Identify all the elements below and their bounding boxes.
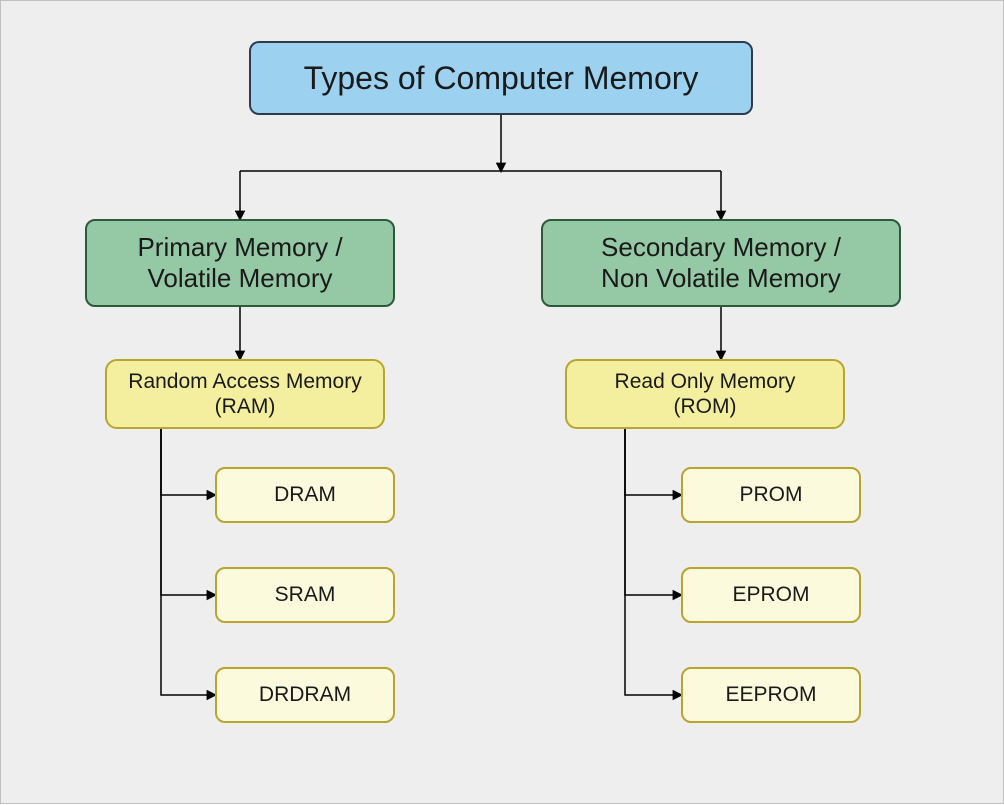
node-secondary-label: Secondary Memory / Non Volatile Memory	[601, 232, 841, 294]
node-prom: PROM	[681, 467, 861, 523]
node-sram-label: SRAM	[275, 582, 336, 607]
diagram-canvas: Types of Computer Memory Primary Memory …	[0, 0, 1004, 804]
node-eeprom: EEPROM	[681, 667, 861, 723]
node-secondary-memory: Secondary Memory / Non Volatile Memory	[541, 219, 901, 307]
node-dram: DRAM	[215, 467, 395, 523]
node-drdram-label: DRDRAM	[259, 682, 351, 707]
node-eprom-label: EPROM	[732, 582, 809, 607]
node-ram-label: Random Access Memory (RAM)	[128, 369, 361, 419]
node-prom-label: PROM	[740, 482, 803, 507]
node-primary-label: Primary Memory / Volatile Memory	[137, 232, 342, 294]
node-rom: Read Only Memory (ROM)	[565, 359, 845, 429]
node-root: Types of Computer Memory	[249, 41, 753, 115]
node-ram: Random Access Memory (RAM)	[105, 359, 385, 429]
node-dram-label: DRAM	[274, 482, 336, 507]
node-rom-label: Read Only Memory (ROM)	[615, 369, 796, 419]
node-root-label: Types of Computer Memory	[304, 59, 699, 97]
node-eprom: EPROM	[681, 567, 861, 623]
node-sram: SRAM	[215, 567, 395, 623]
node-drdram: DRDRAM	[215, 667, 395, 723]
node-primary-memory: Primary Memory / Volatile Memory	[85, 219, 395, 307]
node-eeprom-label: EEPROM	[725, 682, 816, 707]
